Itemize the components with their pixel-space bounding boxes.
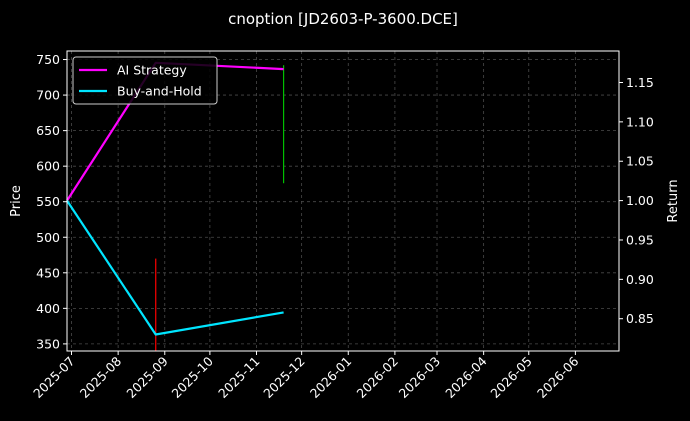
right-y-axis: 0.85 0.90 0.95 1.00 1.05 1.10 1.15: [619, 75, 654, 326]
right-axis-tick-label: 1.15: [626, 75, 654, 90]
right-axis-label: Return: [666, 179, 681, 222]
left-axis-tick-label: 750: [36, 52, 60, 67]
left-axis-tick-label: 450: [36, 265, 60, 280]
legend-label: Buy-and-Hold: [117, 84, 202, 99]
right-axis-tick-label: 1.00: [626, 193, 654, 208]
left-axis-tick-label: 550: [36, 194, 60, 209]
right-axis-tick-label: 0.85: [626, 311, 654, 326]
right-axis-tick-label: 0.90: [626, 272, 654, 287]
right-axis-tick-label: 0.95: [626, 232, 654, 247]
left-axis-tick-label: 350: [36, 336, 60, 351]
left-axis-tick-label: 400: [36, 301, 60, 316]
left-axis-label: Price: [9, 185, 24, 217]
series-line-buy-and-hold: [66, 199, 284, 336]
legend: AI Strategy Buy-and-Hold: [72, 56, 218, 105]
legend-box: [72, 56, 218, 105]
left-axis-tick-label: 600: [36, 159, 60, 174]
right-axis-tick-label: 1.05: [626, 154, 654, 169]
left-axis-tick-label: 500: [36, 230, 60, 245]
chart-title: cnoption [JD2603-P-3600.DCE]: [228, 10, 458, 28]
left-axis-tick-label: 650: [36, 123, 60, 138]
legend-label: AI Strategy: [117, 63, 187, 78]
left-axis-tick-label: 700: [36, 88, 60, 103]
right-axis-tick-label: 1.10: [626, 114, 654, 129]
left-y-axis: 350 400 450 500 550 600 650 700 750: [36, 52, 67, 351]
